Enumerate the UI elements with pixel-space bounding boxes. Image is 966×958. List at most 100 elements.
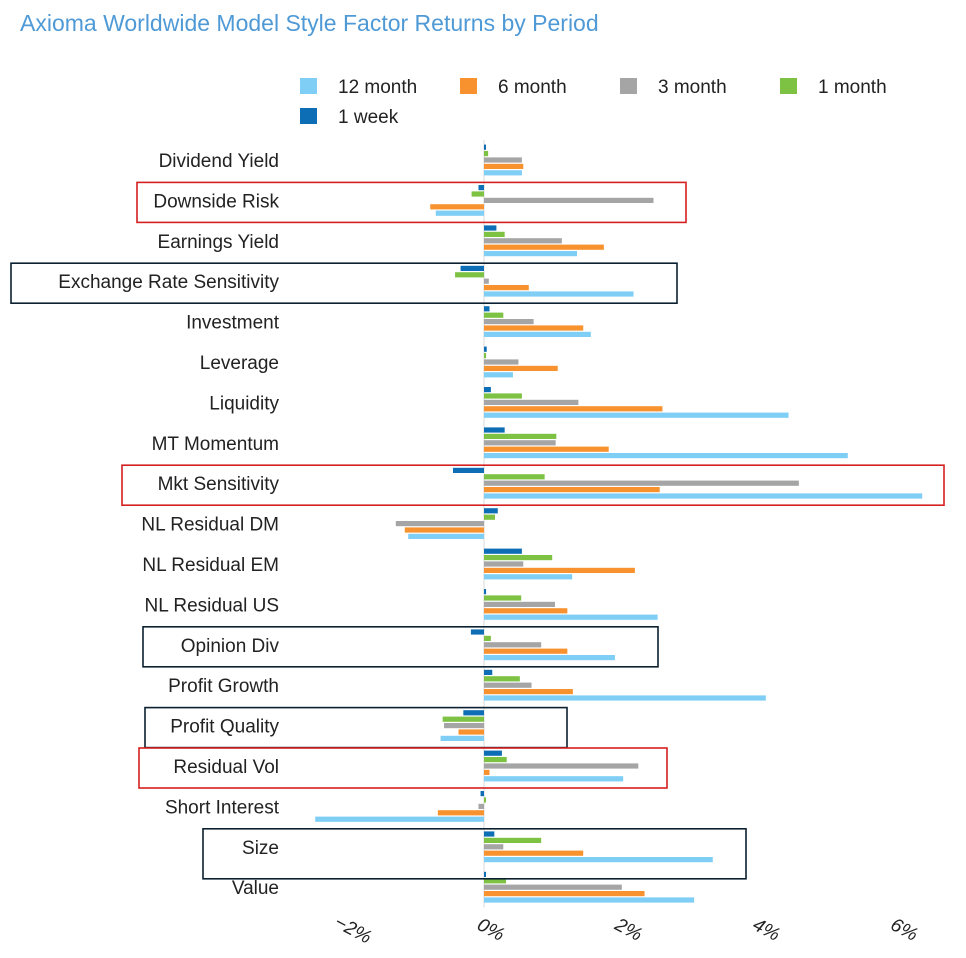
bar-nl-residual-dm-3-month — [395, 521, 484, 527]
bar-profit-growth-12-month — [484, 695, 766, 701]
bar-opinion-div-1-week — [470, 629, 484, 635]
bar-profit-growth-1-month — [484, 676, 520, 682]
category-label-liquidity: Liquidity — [209, 393, 279, 414]
bar-earnings-yield-1-month — [484, 231, 505, 237]
bar-residual-vol-1-month — [484, 757, 507, 763]
legend-label-3-month: 3 month — [658, 77, 727, 98]
legend-label-6-month: 6 month — [498, 77, 567, 98]
bar-nl-residual-dm-1-week — [484, 508, 498, 514]
bar-value-12-month — [484, 897, 695, 903]
bar-mt-momentum-12-month — [484, 453, 848, 459]
legend-swatch-6-month — [460, 78, 477, 94]
bar-size-12-month — [484, 857, 713, 863]
bar-investment-3-month — [484, 319, 534, 325]
bar-leverage-1-week — [484, 346, 487, 352]
x-tick-label-1: 0% — [474, 914, 508, 945]
bar-downside-risk-1-month — [471, 191, 484, 197]
legend-swatch-3-month — [620, 78, 637, 94]
legend-label-12-month: 12 month — [338, 77, 417, 98]
bar-size-3-month — [484, 844, 504, 850]
bar-nl-residual-us-1-week — [484, 589, 487, 595]
bar-value-1-week — [484, 871, 486, 877]
category-label-dividend-yield: Dividend Yield — [159, 151, 279, 172]
category-label-nl-residual-us: NL Residual US — [145, 595, 279, 616]
bar-profit-quality-3-month — [444, 723, 484, 729]
bar-profit-quality-6-month — [458, 729, 484, 735]
bar-mkt-sensitivity-3-month — [484, 480, 799, 486]
bar-profit-quality-1-month — [442, 716, 484, 722]
bar-mt-momentum-3-month — [484, 440, 556, 446]
bar-liquidity-1-week — [484, 387, 491, 393]
bar-mkt-sensitivity-1-week — [452, 467, 484, 473]
bar-exchange-rate-sensitivity-1-week — [460, 265, 484, 271]
bar-opinion-div-12-month — [484, 655, 615, 661]
bar-nl-residual-em-3-month — [484, 561, 524, 567]
category-label-value: Value — [232, 878, 279, 899]
bar-dividend-yield-1-week — [484, 144, 486, 150]
bar-dividend-yield-12-month — [484, 170, 522, 176]
bar-value-6-month — [484, 891, 645, 897]
bar-short-interest-12-month — [315, 816, 484, 822]
legend-swatch-12-month — [300, 78, 317, 94]
category-label-profit-growth: Profit Growth — [168, 676, 279, 697]
bar-leverage-3-month — [484, 359, 519, 365]
bar-exchange-rate-sensitivity-1-month — [455, 272, 484, 278]
category-label-size: Size — [242, 838, 279, 859]
bar-investment-12-month — [484, 331, 591, 337]
bar-nl-residual-us-1-month — [484, 595, 522, 601]
bar-profit-growth-6-month — [484, 689, 573, 695]
category-label-profit-quality: Profit Quality — [170, 717, 279, 738]
category-label-mkt-sensitivity: Mkt Sensitivity — [158, 474, 280, 495]
bar-downside-risk-6-month — [430, 204, 484, 210]
bar-liquidity-1-month — [484, 393, 522, 399]
bar-residual-vol-1-week — [484, 750, 502, 756]
bar-profit-growth-3-month — [484, 682, 532, 688]
category-label-opinion-div: Opinion Div — [181, 636, 280, 657]
bar-nl-residual-em-1-month — [484, 555, 553, 561]
highlight-box-size — [202, 827, 747, 880]
bar-residual-vol-6-month — [484, 769, 490, 775]
bar-mt-momentum-6-month — [484, 446, 609, 452]
legend-label-1-month: 1 month — [818, 77, 887, 98]
bar-mt-momentum-1-week — [484, 427, 505, 433]
bar-exchange-rate-sensitivity-6-month — [484, 285, 529, 291]
highlight-box-exchange-rate-sensitivity — [10, 262, 678, 305]
bar-mt-momentum-1-month — [484, 433, 557, 439]
bar-leverage-1-month — [484, 353, 487, 359]
bar-value-3-month — [484, 884, 622, 890]
bar-nl-residual-us-3-month — [484, 601, 555, 607]
bar-opinion-div-1-month — [484, 635, 491, 641]
bar-investment-1-month — [484, 312, 504, 318]
bar-residual-vol-12-month — [484, 776, 624, 782]
bar-nl-residual-em-6-month — [484, 567, 635, 573]
bar-downside-risk-12-month — [435, 210, 484, 216]
bar-earnings-yield-12-month — [484, 251, 578, 257]
highlight-box-mkt-sensitivity — [121, 464, 945, 507]
x-tick-label-4: 6% — [887, 914, 921, 945]
chart-title: Axioma Worldwide Model Style Factor Retu… — [20, 10, 599, 36]
category-label-nl-residual-dm: NL Residual DM — [141, 515, 279, 536]
bar-short-interest-6-month — [437, 810, 484, 816]
highlight-box-residual-vol — [138, 747, 668, 789]
bar-size-6-month — [484, 850, 584, 856]
bar-earnings-yield-6-month — [484, 244, 604, 250]
legend-label-1-week: 1 week — [338, 107, 399, 128]
bar-mkt-sensitivity-12-month — [484, 493, 923, 499]
bar-investment-6-month — [484, 325, 584, 331]
bar-dividend-yield-6-month — [484, 163, 524, 169]
x-tick-label-0: −2% — [331, 912, 375, 949]
bar-profit-quality-1-week — [463, 710, 484, 716]
category-label-downside-risk: Downside Risk — [153, 191, 279, 212]
category-label-earnings-yield: Earnings Yield — [158, 232, 279, 253]
legend-swatch-1-week — [300, 108, 317, 124]
category-label-nl-residual-em: NL Residual EM — [142, 555, 279, 576]
bar-liquidity-12-month — [484, 412, 789, 418]
bar-nl-residual-em-12-month — [484, 574, 573, 580]
bar-opinion-div-3-month — [484, 642, 542, 648]
bar-residual-vol-3-month — [484, 763, 639, 769]
bar-short-interest-1-month — [484, 797, 486, 803]
bar-mkt-sensitivity-1-month — [484, 474, 545, 480]
bar-profit-growth-1-week — [484, 669, 493, 675]
category-label-residual-vol: Residual Vol — [173, 757, 279, 778]
